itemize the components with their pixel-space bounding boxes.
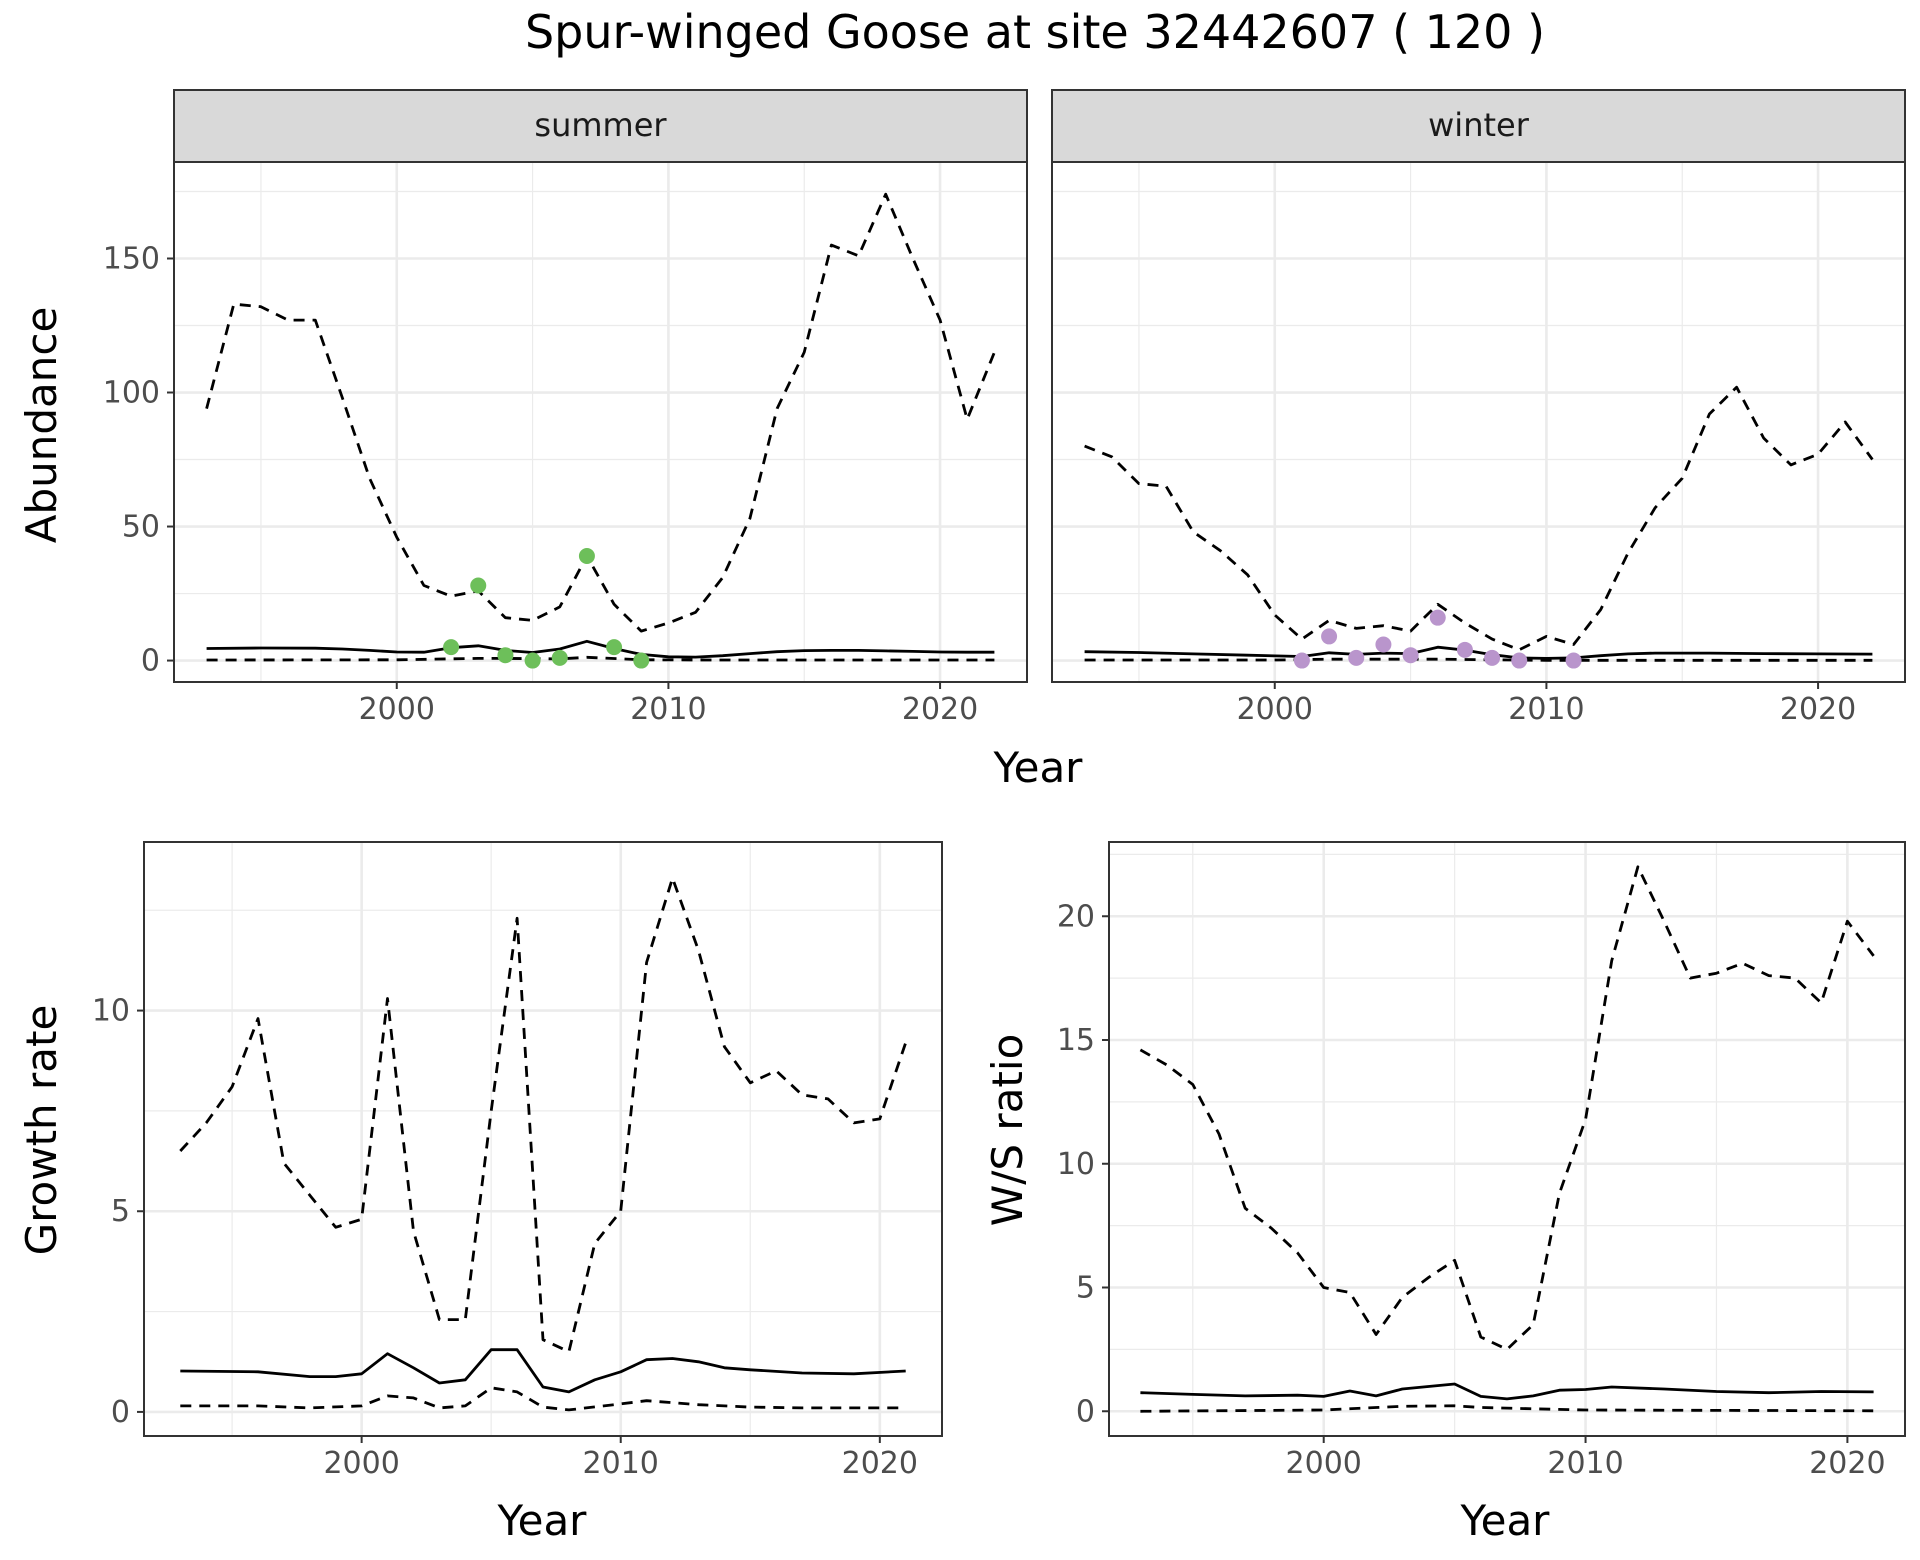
- growth-rate-panel: 2000 2010 2020 0 5 10: [92, 841, 943, 1481]
- observed-count-point: [1456, 641, 1473, 658]
- observed-count-point: [1511, 652, 1528, 669]
- panel-border: [1108, 841, 1906, 1437]
- observed-count-point: [497, 647, 514, 664]
- y-tick-label: 0: [1076, 1394, 1095, 1429]
- observed-count-point: [1293, 652, 1310, 669]
- x-tick-label: 2010: [1547, 1446, 1623, 1481]
- growth-y-axis-title: Growth rate: [17, 1005, 66, 1256]
- x-tick-label: 2010: [1508, 692, 1584, 727]
- lower-bound-line: [206, 655, 995, 662]
- y-tick-label: 0: [141, 644, 160, 679]
- observed-count-point: [1375, 636, 1392, 653]
- ratio-y-axis-title: W/S ratio: [983, 1034, 1032, 1227]
- facet-strip-label: summer: [534, 106, 667, 144]
- abundance-summer-panel: 2000 2010 2020 0 50 100 150 summer: [103, 89, 1028, 727]
- panel-border: [173, 161, 1028, 683]
- upper-bound-line: [179, 876, 908, 1354]
- observed-count-point: [1429, 609, 1446, 626]
- y-tick-label: 10: [1057, 1147, 1095, 1182]
- estimate-line: [206, 639, 995, 659]
- estimate-line: [1140, 1382, 1874, 1401]
- x-tick-label: 2010: [630, 692, 706, 727]
- observed-count-point: [1484, 649, 1501, 666]
- y-tick-label: 0: [111, 1395, 130, 1430]
- panel-border: [143, 841, 943, 1437]
- y-tick-label: 20: [1057, 899, 1095, 934]
- y-tick-label: 50: [122, 510, 160, 545]
- ratio-x-axis-title: Year: [1460, 1496, 1551, 1545]
- upper-bound-line: [1084, 385, 1874, 652]
- facet-strip: [173, 89, 1028, 163]
- x-tick-label: 2000: [1286, 1446, 1362, 1481]
- observed-count-point: [1348, 649, 1365, 666]
- facet-strip: [1051, 89, 1906, 163]
- estimate-line: [180, 1348, 906, 1394]
- y-tick-label: 10: [92, 994, 130, 1029]
- growth-x-axis-title: Year: [497, 1496, 588, 1545]
- observed-count-point: [1565, 652, 1582, 669]
- y-tick-label: 150: [103, 241, 160, 276]
- x-tick-label: 2010: [583, 1446, 659, 1481]
- x-tick-label: 2020: [1809, 1446, 1885, 1481]
- observed-count-point: [578, 548, 595, 565]
- observed-count-point: [443, 639, 460, 656]
- abundance-x-axis-title: Year: [993, 743, 1084, 792]
- ws-ratio-panel: 2000 2010 2020 0 5 10 15 20: [1057, 841, 1906, 1481]
- x-tick-label: 2020: [842, 1446, 918, 1481]
- y-tick-label: 15: [1057, 1023, 1095, 1058]
- abundance-winter-panel: 2000 2010 2020 winter: [1051, 89, 1906, 727]
- upper-bound-line: [205, 192, 996, 633]
- y-tick-label: 100: [103, 376, 160, 411]
- upper-bound-line: [1139, 865, 1875, 1351]
- y-tick-label: 5: [111, 1194, 130, 1229]
- x-tick-label: 2020: [1780, 692, 1856, 727]
- observed-count-point: [470, 577, 487, 594]
- lower-bound-line: [1140, 1404, 1874, 1413]
- observed-count-point: [1402, 647, 1419, 664]
- figure-title: Spur-winged Goose at site 32442607 ( 120…: [525, 5, 1545, 59]
- panel-border: [1051, 161, 1906, 683]
- observed-count-point: [1321, 628, 1338, 645]
- observed-count-point: [524, 652, 541, 669]
- x-tick-label: 2000: [323, 1446, 399, 1481]
- observed-count-point: [551, 649, 568, 666]
- observed-count-point: [633, 652, 650, 669]
- estimate-line: [1084, 645, 1873, 660]
- abundance-y-axis-title: Abundance: [17, 307, 66, 544]
- x-tick-label: 2020: [902, 692, 978, 727]
- facet-strip-label: winter: [1428, 106, 1530, 144]
- observed-count-point: [606, 639, 623, 656]
- x-tick-label: 2000: [1237, 692, 1313, 727]
- y-tick-label: 5: [1076, 1271, 1095, 1306]
- lower-bound-line: [180, 1386, 906, 1412]
- x-tick-label: 2000: [359, 692, 435, 727]
